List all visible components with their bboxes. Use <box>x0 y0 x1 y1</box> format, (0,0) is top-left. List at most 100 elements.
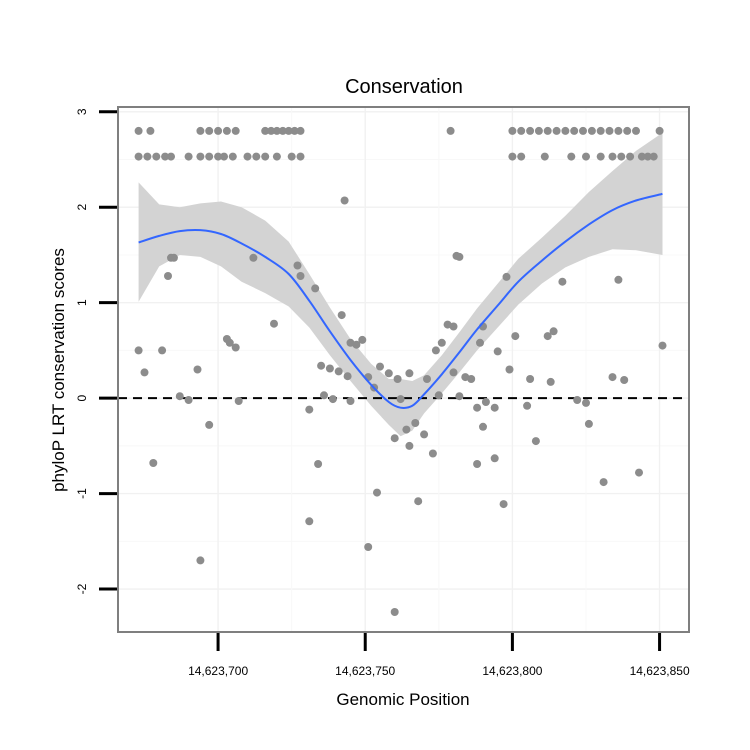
data-point <box>305 405 314 414</box>
x-tick-label: 14,623,750 <box>335 664 395 678</box>
data-point <box>473 403 482 412</box>
data-point <box>305 517 314 526</box>
y-tick-label: 2 <box>75 204 89 211</box>
data-point <box>534 126 543 135</box>
data-point <box>346 397 355 405</box>
data-point <box>531 437 540 446</box>
data-point <box>205 126 214 135</box>
data-point <box>608 152 617 161</box>
data-point <box>546 377 555 386</box>
data-point <box>570 126 579 135</box>
data-point <box>364 543 373 551</box>
data-point <box>390 434 399 443</box>
data-point <box>493 347 502 356</box>
data-point <box>508 126 517 135</box>
data-point <box>287 152 296 161</box>
data-point <box>643 152 652 161</box>
data-point <box>249 253 258 262</box>
data-point <box>490 454 499 463</box>
data-point <box>390 608 399 616</box>
data-point <box>152 152 161 161</box>
data-point <box>402 425 411 434</box>
data-point <box>414 497 423 506</box>
x-tick-label: 14,623,800 <box>482 664 542 678</box>
data-point <box>490 403 499 412</box>
data-point <box>243 152 252 161</box>
data-point <box>205 420 214 429</box>
data-point <box>134 346 143 355</box>
data-point <box>505 365 514 374</box>
data-point <box>184 152 193 161</box>
data-point <box>261 126 270 135</box>
data-point <box>617 152 626 161</box>
data-point <box>146 126 155 135</box>
data-point <box>169 253 178 262</box>
data-point <box>376 362 384 371</box>
data-point <box>222 126 231 135</box>
data-point <box>373 488 381 497</box>
data-point <box>655 126 664 135</box>
x-tick-label: 14,623,850 <box>630 664 690 678</box>
data-point <box>523 401 532 410</box>
data-point <box>479 422 487 431</box>
data-point <box>540 152 549 161</box>
data-point <box>405 369 414 378</box>
data-point <box>582 152 590 161</box>
data-point <box>214 126 223 135</box>
data-point <box>517 126 526 135</box>
data-point <box>567 152 576 161</box>
data-point <box>225 338 234 347</box>
data-point <box>214 152 223 161</box>
data-point <box>337 311 346 320</box>
data-point <box>164 272 172 280</box>
data-point <box>632 126 640 135</box>
data-point <box>635 468 643 477</box>
plot-frame <box>117 106 690 633</box>
data-point <box>161 152 170 161</box>
data-point <box>446 126 455 135</box>
data-point <box>614 126 623 135</box>
data-point <box>278 126 287 135</box>
data-point <box>476 338 484 347</box>
data-point <box>455 392 464 401</box>
data-point <box>411 419 420 427</box>
data-point <box>296 272 305 280</box>
data-point <box>196 126 205 135</box>
data-point <box>267 126 276 135</box>
data-point <box>272 152 281 161</box>
data-point <box>579 126 587 135</box>
y-axis-label: phyloP LRT conservation scores <box>49 248 68 492</box>
data-point <box>434 391 443 400</box>
data-point <box>384 369 393 378</box>
data-point <box>325 364 334 373</box>
data-point <box>167 152 175 161</box>
data-point <box>508 152 517 161</box>
plot-area <box>117 106 690 633</box>
data-point <box>272 126 281 135</box>
data-point <box>549 327 558 336</box>
data-point <box>449 368 458 377</box>
data-point <box>526 375 535 383</box>
y-tick-label: 3 <box>75 108 89 115</box>
data-point <box>228 152 237 161</box>
data-point <box>134 152 143 161</box>
data-point <box>340 196 349 205</box>
data-point <box>637 152 646 161</box>
y-axis: -2 -1 0 1 2 3 <box>75 108 117 594</box>
data-point <box>649 152 658 161</box>
data-point <box>543 332 552 341</box>
data-point <box>320 391 328 400</box>
data-point <box>558 277 567 286</box>
data-point <box>423 375 431 383</box>
x-tick-label: 14,623,700 <box>188 664 248 678</box>
data-point <box>517 152 526 161</box>
data-point <box>620 376 629 384</box>
y-tick-label: -2 <box>75 583 89 594</box>
chart-title: Conservation <box>345 76 463 98</box>
data-point <box>293 261 302 270</box>
y-tick-label: 0 <box>75 394 89 401</box>
data-point <box>334 367 343 376</box>
data-point <box>599 478 608 487</box>
data-point <box>584 419 593 428</box>
